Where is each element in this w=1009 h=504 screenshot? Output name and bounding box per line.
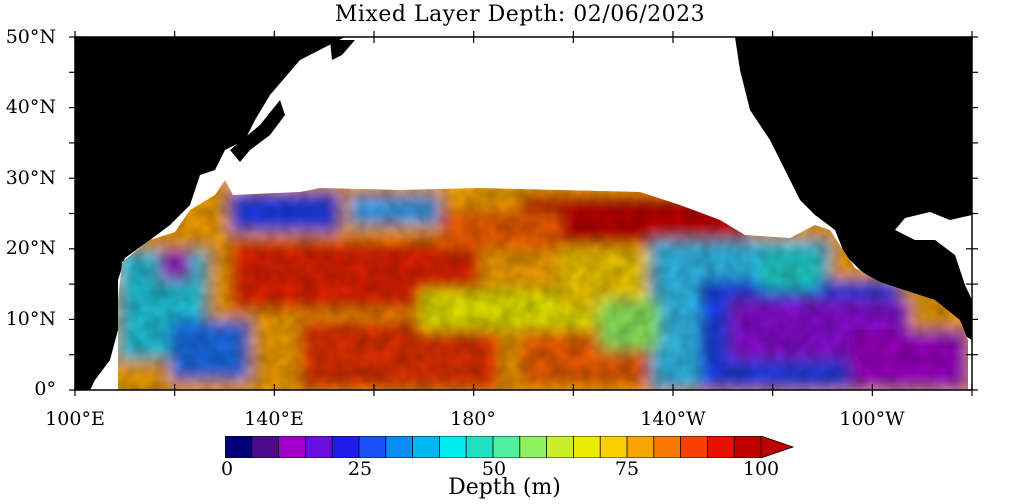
- asia-land: [75, 37, 345, 390]
- lat-label-30n: 30°N: [5, 167, 56, 189]
- colorbar-swatch: [331, 436, 360, 458]
- colorbar-swatch: [680, 436, 709, 458]
- colorbar-tick-0: 0: [220, 458, 234, 480]
- north-america-land: [735, 37, 972, 340]
- lat-label-0: 0°: [34, 378, 56, 400]
- colorbar-swatch: [225, 436, 253, 458]
- mld-field: [118, 180, 968, 390]
- colorbar-swatch: [492, 436, 521, 458]
- colorbar-swatch: [546, 436, 575, 458]
- colorbar: [225, 436, 795, 458]
- colorbar-swatch: [278, 436, 307, 458]
- kamchatka-land: [330, 40, 355, 60]
- baja-land: [795, 160, 818, 215]
- colorbar-swatch: [733, 436, 762, 458]
- colorbar-swatch: [385, 436, 414, 458]
- colorbar-extend-arrow: [760, 436, 795, 458]
- colorbar-swatch: [626, 436, 655, 458]
- lon-label-100e: 100°E: [45, 408, 105, 430]
- colorbar-swatch: [465, 436, 494, 458]
- map-title: Mixed Layer Depth: 02/06/2023: [334, 2, 706, 27]
- colorbar-swatch: [412, 436, 441, 458]
- colorbar-swatch: [572, 436, 602, 458]
- lat-label-40n: 40°N: [5, 96, 56, 118]
- colorbar-swatch: [519, 436, 548, 458]
- colorbar-swatch: [599, 436, 628, 458]
- colorbar-tick-25: 25: [347, 458, 373, 480]
- lon-label-100w: 100°W: [839, 408, 905, 430]
- colorbar-tick-75: 75: [614, 458, 640, 480]
- colorbar-swatch: [305, 436, 334, 458]
- lon-label-140e: 140°E: [244, 408, 304, 430]
- colorbar-swatch: [706, 436, 736, 458]
- colorbar-swatch: [358, 436, 387, 458]
- lat-label-20n: 20°N: [5, 237, 56, 259]
- colorbar-tick-50: 50: [481, 458, 507, 480]
- lon-label-140w: 140°W: [640, 408, 706, 430]
- colorbar-label: Depth (m): [448, 475, 561, 500]
- colorbar-swatch: [251, 436, 280, 458]
- colorbar-tick-100: 100: [742, 458, 780, 480]
- lat-label-50n: 50°N: [5, 26, 56, 48]
- colorbar-swatch: [653, 436, 682, 458]
- colorbar-swatch: [438, 436, 468, 458]
- japan-land: [230, 100, 285, 162]
- lat-label-10n: 10°N: [5, 308, 56, 330]
- axis-ticks: [69, 31, 978, 396]
- lon-label-180: 180°: [450, 408, 496, 430]
